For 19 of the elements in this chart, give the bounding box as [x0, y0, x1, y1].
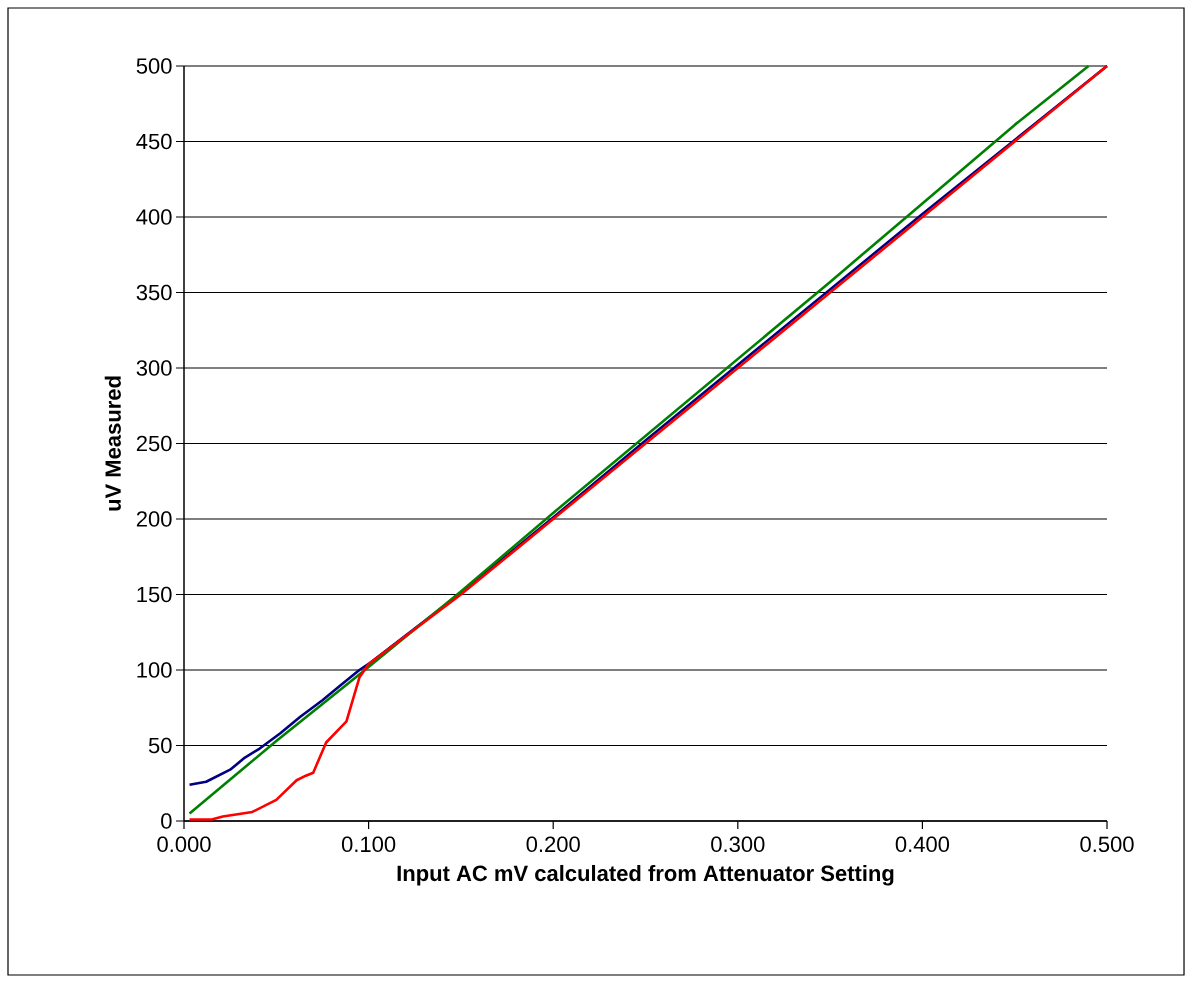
y-tick-label: 100 — [137, 662, 172, 678]
y-tick-label: 150 — [137, 586, 172, 603]
y-tick-label: 200 — [136, 511, 172, 527]
y-tick-label: 250 — [136, 435, 172, 452]
y-tick-label: 0 — [161, 813, 172, 829]
x-tick-label: 0.000 — [157, 836, 211, 853]
y-tick-label: 350 — [136, 284, 172, 301]
x-tick-label: 0.300 — [711, 836, 765, 853]
x-tick-label: 0.100 — [341, 836, 396, 853]
y-tick-label: 50 — [148, 737, 172, 754]
x-axis-title: Input AC mV calculated from Attenuator Setting — [397, 864, 894, 886]
y-tick-label: 300 — [136, 360, 172, 376]
y-tick-label: 500 — [136, 58, 172, 74]
y-tick-label: 400 — [136, 209, 172, 225]
x-tick-label: 0.200 — [526, 836, 580, 853]
y-axis-title: uV Measured — [104, 376, 121, 511]
x-tick-label: 0.400 — [895, 836, 950, 853]
x-tick-label: 0.500 — [1080, 836, 1134, 853]
y-tick-label: 450 — [136, 133, 172, 150]
